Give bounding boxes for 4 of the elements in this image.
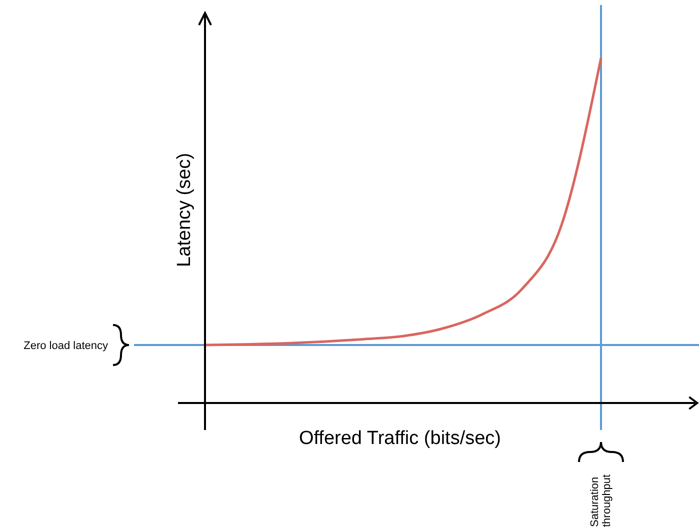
y-axis-title: Latency (sec) bbox=[174, 152, 195, 268]
text: Saturation throughput bbox=[589, 474, 613, 527]
ref-line-label: Zero load latency bbox=[24, 340, 108, 352]
x-axis-title: Offered Traffic (bits/sec) bbox=[298, 428, 502, 449]
